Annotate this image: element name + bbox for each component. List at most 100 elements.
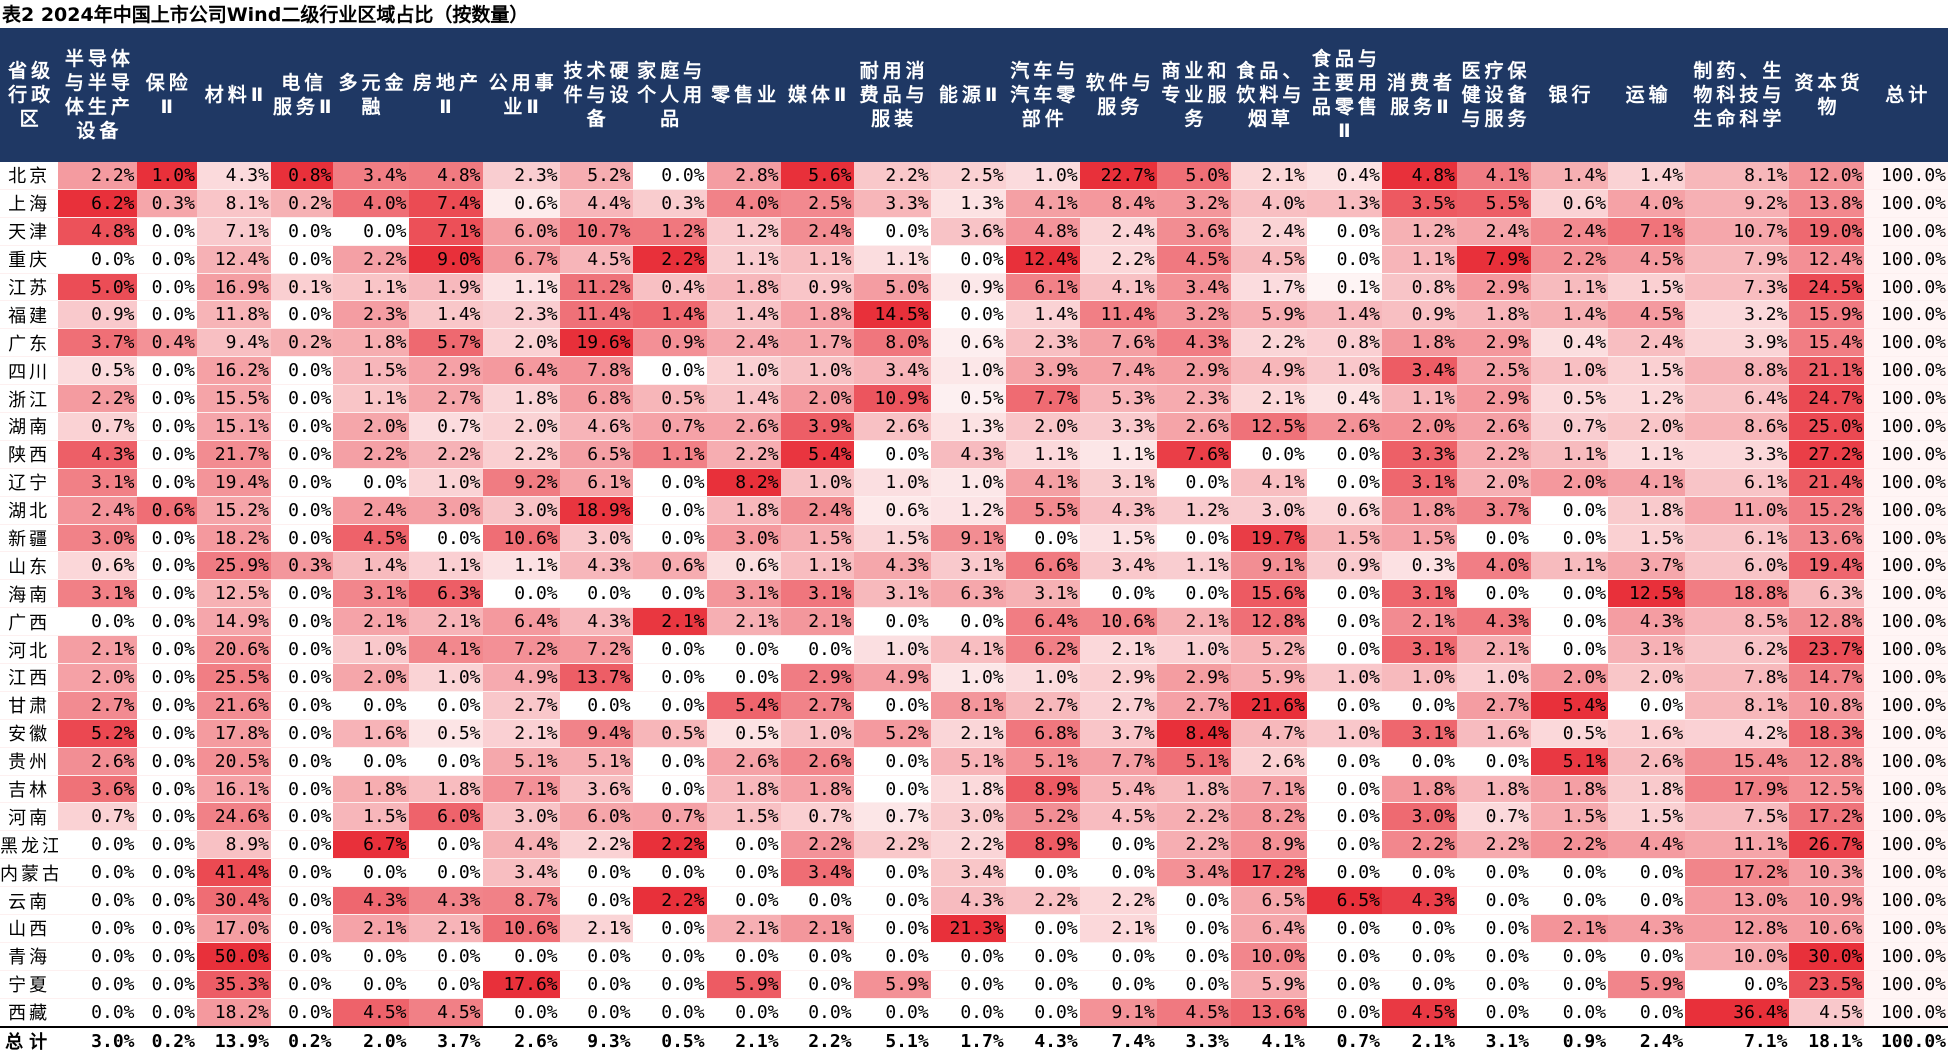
heatmap-cell: 1.8% xyxy=(1608,496,1686,525)
province-name: 浙江 xyxy=(0,384,59,414)
table-row: 吉林 3.6% 0.0% 16.1% 0.0% 1.8% 1.8% 7.1% 3.6% 0.0% 1… xyxy=(0,775,1948,804)
heatmap-cell: 1.8% xyxy=(333,775,409,804)
heatmap-cell: 1.1% xyxy=(1005,440,1080,469)
heatmap-cell: 0.5% xyxy=(58,356,137,386)
heatmap-cell: 0.0% xyxy=(632,579,707,609)
total-cell: 2.0% xyxy=(333,1025,409,1055)
heatmap-cell: 6.3% xyxy=(408,579,483,609)
heatmap-cell: 0.0% xyxy=(930,607,1006,637)
province-name: 安徽 xyxy=(0,719,59,748)
heatmap-cell: 1.6% xyxy=(1608,719,1686,748)
heatmap-cell: 3.4% xyxy=(780,858,854,888)
heatmap-cell: 6.2% xyxy=(1685,635,1790,665)
heatmap-cell: 2.1% xyxy=(706,914,781,943)
heatmap-cell: 1.4% xyxy=(632,300,707,330)
heatmap-cell: 7.1% xyxy=(1230,775,1307,804)
heatmap-cell: 0.6% xyxy=(853,496,931,525)
heatmap-cell: 3.9% xyxy=(780,412,854,441)
column-header-label: 材料Ⅱ xyxy=(204,84,268,106)
heatmap-cell: 8.1% xyxy=(1685,691,1790,720)
heatmap-cell: 0.0% xyxy=(136,579,197,609)
heatmap-cell: 5.2% xyxy=(1005,802,1080,832)
total-cell: 4.1% xyxy=(1230,1025,1307,1055)
heatmap-cell: 6.4% xyxy=(482,356,560,386)
heatmap-cell: 4.5% xyxy=(333,524,409,553)
heatmap-cell: 0.0% xyxy=(333,747,409,776)
heatmap-cell: 3.0% xyxy=(408,496,483,525)
heatmap-cell: 2.6% xyxy=(1306,412,1382,441)
heatmap-cell: 0.0% xyxy=(270,384,334,414)
heatmap-cell: 16.1% xyxy=(196,775,271,804)
heatmap-cell: 10.9% xyxy=(1789,886,1865,916)
heatmap-cell: 2.7% xyxy=(482,691,560,720)
heatmap-cell: 2.1% xyxy=(1530,914,1609,943)
heatmap-cell: 0.0% xyxy=(1306,970,1382,999)
heatmap-cell: 4.3% xyxy=(58,440,137,469)
heatmap-cell: 2.4% xyxy=(1079,217,1157,246)
heatmap-cell: 3.7% xyxy=(58,328,137,358)
heatmap-cell: 2.8% xyxy=(706,162,781,190)
heatmap-cell: 0.0% xyxy=(1156,886,1231,916)
heatmap-cell: 12.8% xyxy=(1230,607,1307,637)
heatmap-cell: 1.4% xyxy=(408,300,483,330)
table-row: 山东 0.6% 0.0% 25.9% 0.3% 1.4% 1.1% 1.1% 4.3% 0.6% 0… xyxy=(0,551,1948,581)
heatmap-cell: 3.6% xyxy=(559,775,633,804)
heatmap-cell: 4.3% xyxy=(1381,886,1457,916)
heatmap-cell: 4.3% xyxy=(1608,607,1686,637)
heatmap-cell: 2.2% xyxy=(1156,830,1231,860)
heatmap-cell: 3.4% xyxy=(1156,273,1231,302)
heatmap-cell: 17.2% xyxy=(1230,858,1307,888)
heatmap-cell: 0.0% xyxy=(136,273,197,302)
heatmap-cell: 13.7% xyxy=(559,663,633,692)
table-caption: 表2 2024年中国上市公司Wind二级行业区域占比（按数量） xyxy=(2,4,529,26)
table-row: 浙江 2.2% 0.0% 15.5% 0.0% 1.1% 2.7% 1.8% 6.8% 0.5% 1… xyxy=(0,384,1948,414)
column-header: 材料Ⅱ xyxy=(196,28,271,162)
total-cell: 2.6% xyxy=(482,1025,560,1055)
heatmap-cell: 0.0% xyxy=(632,496,707,525)
heatmap-cell: 7.4% xyxy=(408,189,483,218)
column-header: 运输 xyxy=(1608,28,1686,162)
column-header: 食品、饮料与烟草 xyxy=(1230,28,1307,162)
heatmap-cell: 100.0% xyxy=(1864,356,1948,386)
heatmap-cell: 3.0% xyxy=(1230,496,1307,525)
heatmap-cell: 0.0% xyxy=(632,858,707,888)
heatmap-cell: 2.5% xyxy=(930,162,1006,190)
heatmap-cell: 1.4% xyxy=(706,300,781,330)
province-name: 重庆 xyxy=(0,245,59,274)
heatmap-cell: 18.2% xyxy=(196,998,271,1028)
column-header-label: 食品、饮料与烟草 xyxy=(1236,60,1306,130)
heatmap-cell: 1.1% xyxy=(1079,440,1157,469)
heatmap-cell: 3.4% xyxy=(930,858,1006,888)
heatmap-cell: 7.9% xyxy=(1456,245,1531,274)
heatmap-cell: 2.2% xyxy=(780,830,854,860)
heatmap-cell: 0.0% xyxy=(632,162,707,190)
heatmap-cell: 4.5% xyxy=(1079,802,1157,832)
heatmap-cell: 2.0% xyxy=(1530,468,1609,497)
heatmap-cell: 12.4% xyxy=(1789,245,1865,274)
heatmap-cell: 0.4% xyxy=(1306,162,1382,190)
column-header-label: 制药、生物科技与生命科学 xyxy=(1693,60,1786,130)
heatmap-cell: 6.0% xyxy=(408,802,483,832)
heatmap-cell: 1.0% xyxy=(1005,162,1080,190)
heatmap-cell: 12.0% xyxy=(1789,162,1865,190)
heatmap-cell: 2.2% xyxy=(559,830,633,860)
heatmap-cell: 0.0% xyxy=(780,886,854,916)
heatmap-cell: 7.1% xyxy=(1608,217,1686,246)
heatmap-cell: 9.4% xyxy=(196,328,271,358)
total-cell: 1.7% xyxy=(930,1025,1006,1055)
table-row: 陕西 4.3% 0.0% 21.7% 0.0% 2.2% 2.2% 2.2% 6.5% 1.1% 2… xyxy=(0,440,1948,469)
heatmap-cell: 0.0% xyxy=(136,942,197,971)
province-name: 江苏 xyxy=(0,273,59,302)
heatmap-cell: 8.2% xyxy=(706,468,781,497)
heatmap-cell: 0.0% xyxy=(1685,970,1790,999)
heatmap-cell: 5.2% xyxy=(1230,635,1307,665)
heatmap-cell: 5.0% xyxy=(58,273,137,302)
heatmap-cell: 100.0% xyxy=(1864,830,1948,860)
heatmap-cell: 100.0% xyxy=(1864,551,1948,581)
province-name: 江西 xyxy=(0,663,59,692)
heatmap-cell: 4.0% xyxy=(706,189,781,218)
heatmap-cell: 1.5% xyxy=(1608,273,1686,302)
heatmap-cell: 3.0% xyxy=(58,524,137,553)
heatmap-cell: 9.2% xyxy=(482,468,560,497)
heatmap-cell: 1.4% xyxy=(706,384,781,414)
